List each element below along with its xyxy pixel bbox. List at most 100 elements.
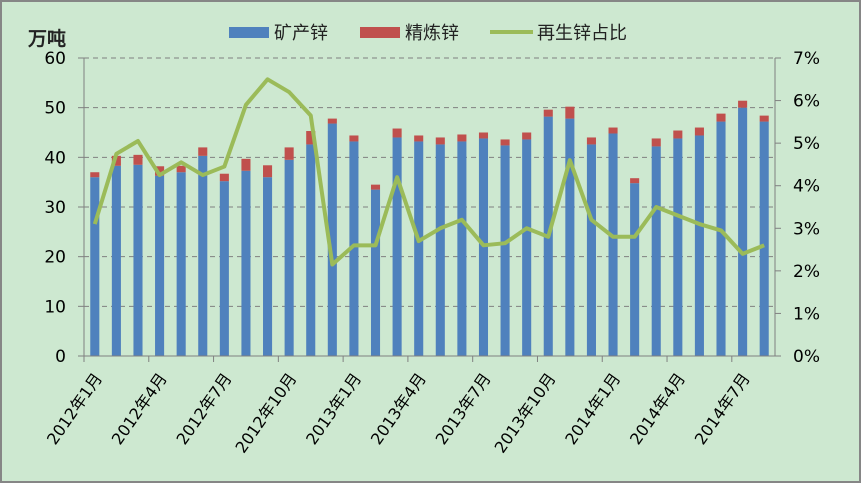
bar-mine-zinc <box>111 165 121 356</box>
bar-refined-zinc <box>155 166 165 176</box>
bar-refined-zinc <box>327 118 337 124</box>
y-tick-label: 0 <box>55 347 66 367</box>
bar-mine-zinc <box>392 137 402 356</box>
bar-refined-zinc <box>651 138 661 147</box>
bar-refined-zinc <box>241 158 251 171</box>
bar-refined-zinc <box>392 128 402 138</box>
y-right-tick-label: 7% <box>793 49 820 69</box>
y-right-tick-label: 2% <box>793 262 820 282</box>
bar-mine-zinc <box>673 138 683 356</box>
bar-mine-zinc <box>630 183 640 356</box>
bar-mine-zinc <box>263 177 273 356</box>
y-tick-label: 10 <box>44 297 66 317</box>
bar-refined-zinc <box>198 147 208 156</box>
x-tick-label: 2014年1月 <box>561 369 624 448</box>
bar-refined-zinc <box>522 132 532 140</box>
bar-mine-zinc <box>716 121 726 356</box>
legend: 矿产锌 精炼锌 再生锌占比 <box>229 23 627 44</box>
bar-refined-zinc <box>90 172 100 178</box>
bar-refined-zinc <box>176 165 186 173</box>
legend-swatch <box>360 27 400 38</box>
bar-mine-zinc <box>133 164 143 356</box>
bar-refined-zinc <box>435 137 445 145</box>
bar-mine-zinc <box>608 133 618 356</box>
legend-label: 再生锌占比 <box>537 23 627 44</box>
bar-mine-zinc <box>198 155 208 356</box>
x-tick-label: 2013年7月 <box>432 369 495 448</box>
legend-label: 矿产锌 <box>274 23 328 44</box>
x-tick-label: 2014年7月 <box>691 369 754 448</box>
bar-mine-zinc <box>219 181 229 356</box>
y-axis-unit-label: 万吨 <box>27 27 66 50</box>
bar-mine-zinc <box>457 141 467 356</box>
bar-mine-zinc <box>759 121 769 356</box>
bar-refined-zinc <box>565 106 575 119</box>
x-tick-label: 2013年4月 <box>367 369 430 448</box>
bar-mine-zinc <box>522 139 532 356</box>
bar-refined-zinc <box>306 131 316 145</box>
bar-mine-zinc <box>370 189 381 356</box>
bar-mine-zinc <box>327 123 337 356</box>
bar-mine-zinc <box>694 135 704 356</box>
bar-refined-zinc <box>349 135 359 142</box>
bar-mine-zinc <box>155 175 165 356</box>
bar-mine-zinc <box>284 159 294 356</box>
x-tick-label: 2013年10月 <box>491 369 560 456</box>
y-tick-label: 50 <box>44 99 66 119</box>
y-tick-label: 60 <box>44 49 66 69</box>
bar-mine-zinc <box>414 141 424 356</box>
bar-mine-zinc <box>651 146 661 356</box>
y-right-tick-label: 3% <box>793 219 820 239</box>
x-tick-label: 2012年10月 <box>231 369 300 456</box>
bar-mine-zinc <box>176 172 186 356</box>
legend-swatch <box>229 27 269 38</box>
bar-mine-zinc <box>500 145 510 356</box>
x-tick-label: 2012年7月 <box>173 369 236 448</box>
y-right-tick-label: 5% <box>793 134 820 154</box>
y-right-tick-label: 4% <box>793 177 820 197</box>
x-tick-label: 2012年4月 <box>108 369 171 448</box>
bar-refined-zinc <box>673 130 683 139</box>
bar-refined-zinc <box>630 178 640 184</box>
bar-refined-zinc <box>111 155 121 166</box>
bar-refined-zinc <box>500 139 510 146</box>
bar-mine-zinc <box>435 144 445 356</box>
bar-refined-zinc <box>738 100 748 108</box>
bar-refined-zinc <box>694 127 704 136</box>
bar-mine-zinc <box>90 177 100 356</box>
x-tick-label: 2014年4月 <box>626 369 689 448</box>
y-tick-label: 20 <box>44 248 66 268</box>
bar-refined-zinc <box>370 184 381 190</box>
x-tick-label: 2012年1月 <box>43 369 106 448</box>
bar-refined-zinc <box>716 113 726 122</box>
y-right-tick-label: 0% <box>793 347 820 367</box>
y-tick-label: 30 <box>44 198 66 218</box>
bar-refined-zinc <box>263 165 273 178</box>
bar-refined-zinc <box>759 115 769 122</box>
bar-mine-zinc <box>586 144 596 356</box>
bar-mine-zinc <box>349 141 359 356</box>
y-right-tick-label: 6% <box>793 92 820 112</box>
bar-refined-zinc <box>608 127 618 134</box>
bar-refined-zinc <box>478 132 489 139</box>
y-right-tick-label: 1% <box>793 304 820 324</box>
bar-refined-zinc <box>284 147 294 160</box>
bar-series <box>90 100 769 357</box>
bar-mine-zinc <box>565 118 575 357</box>
bar-refined-zinc <box>586 137 596 145</box>
bar-refined-zinc <box>414 135 424 142</box>
bar-mine-zinc <box>306 144 316 356</box>
line-recycled-share <box>92 77 765 267</box>
bar-refined-zinc <box>457 134 467 142</box>
bar-refined-zinc <box>133 154 143 165</box>
bar-refined-zinc <box>543 109 553 117</box>
bar-mine-zinc <box>241 170 251 356</box>
x-tick-label: 2013年1月 <box>302 369 365 448</box>
y-tick-label: 40 <box>44 148 66 168</box>
bar-refined-zinc <box>219 173 229 182</box>
gridlines <box>84 57 775 307</box>
legend-label: 精炼锌 <box>405 23 459 44</box>
bar-mine-zinc <box>738 107 748 357</box>
line-series <box>92 77 765 267</box>
